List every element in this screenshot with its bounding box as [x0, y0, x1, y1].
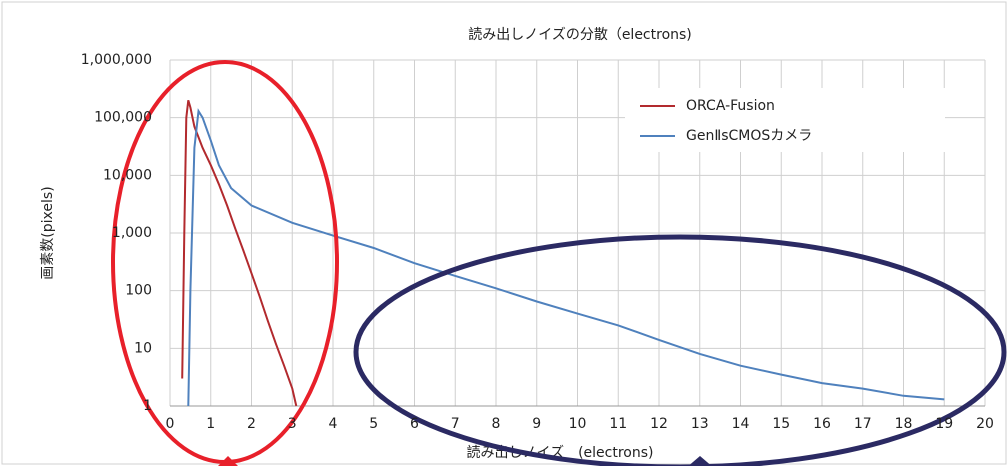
legend-box	[625, 88, 945, 152]
x-tick-label: 7	[451, 416, 460, 432]
chart-title: 読み出しノイズの分散（electrons)	[468, 26, 692, 43]
x-tick-label: 10	[569, 416, 587, 432]
x-tick-label: 14	[732, 416, 750, 432]
legend-label: ORCA-Fusion	[686, 98, 775, 114]
legend: ORCA-Fusion GenⅡsCMOSカメラ	[625, 88, 945, 152]
pointer	[218, 456, 238, 466]
y-tick-label: 1,000	[112, 225, 152, 241]
x-tick-label: 1	[206, 416, 215, 432]
x-tick-label: 8	[492, 416, 501, 432]
x-tick-label: 6	[410, 416, 419, 432]
highlight-ellipse	[353, 234, 1007, 466]
y-tick-label: 100	[125, 283, 152, 299]
line-layer	[181, 100, 945, 407]
y-axis-label: 画素数(pixels)	[40, 186, 56, 279]
x-tick-label: 11	[609, 416, 627, 432]
x-tick-label: 13	[691, 416, 709, 432]
x-tick-label: 2	[247, 416, 256, 432]
series-line	[181, 100, 298, 407]
x-tick-label: 16	[813, 416, 831, 432]
x-tick-label: 4	[329, 416, 338, 432]
legend-label: GenⅡsCMOSカメラ	[686, 128, 812, 144]
y-tick-label: 1,000,000	[81, 52, 152, 68]
pointer	[688, 456, 712, 466]
x-tick-label: 19	[935, 416, 953, 432]
x-tick-label: 20	[976, 416, 994, 432]
x-tick-label: 5	[369, 416, 378, 432]
y-tick-label: 10	[134, 340, 152, 356]
series-line	[187, 108, 945, 407]
x-tick-label: 3	[288, 416, 297, 432]
x-tick-label: 12	[650, 416, 668, 432]
x-tick-label: 17	[854, 416, 872, 432]
y-tick-label: 1	[143, 398, 152, 414]
y-tick-label: 100,000	[94, 110, 152, 126]
x-tick-label: 0	[166, 416, 175, 432]
x-tick-label: 15	[772, 416, 790, 432]
y-tick-label: 10,000	[103, 167, 152, 183]
x-tick-label: 18	[895, 416, 913, 432]
x-tick-label: 9	[532, 416, 541, 432]
